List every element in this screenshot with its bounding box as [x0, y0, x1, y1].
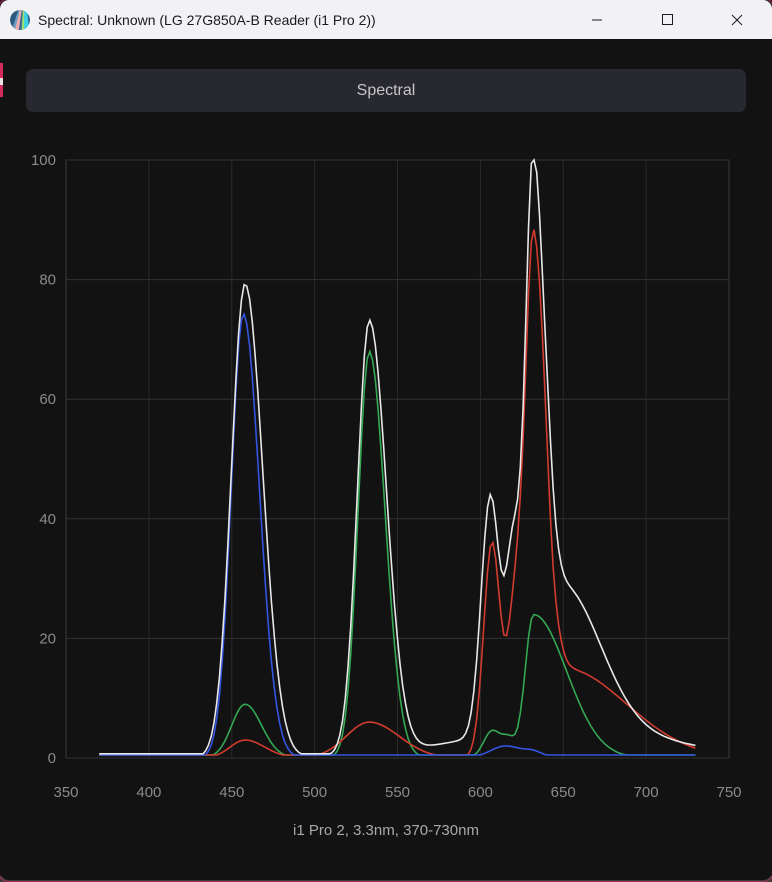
svg-text:550: 550	[385, 784, 410, 801]
svg-text:650: 650	[551, 784, 576, 801]
svg-text:0: 0	[48, 750, 56, 767]
svg-text:60: 60	[39, 391, 56, 408]
svg-text:40: 40	[39, 511, 56, 528]
svg-text:500: 500	[302, 784, 327, 801]
svg-text:80: 80	[39, 272, 56, 289]
svg-text:700: 700	[634, 784, 659, 801]
svg-text:400: 400	[136, 784, 161, 801]
svg-text:20: 20	[39, 630, 56, 647]
svg-text:100: 100	[31, 152, 56, 169]
svg-text:750: 750	[716, 784, 741, 801]
svg-text:350: 350	[53, 784, 78, 801]
svg-text:450: 450	[219, 784, 244, 801]
svg-text:600: 600	[468, 784, 493, 801]
